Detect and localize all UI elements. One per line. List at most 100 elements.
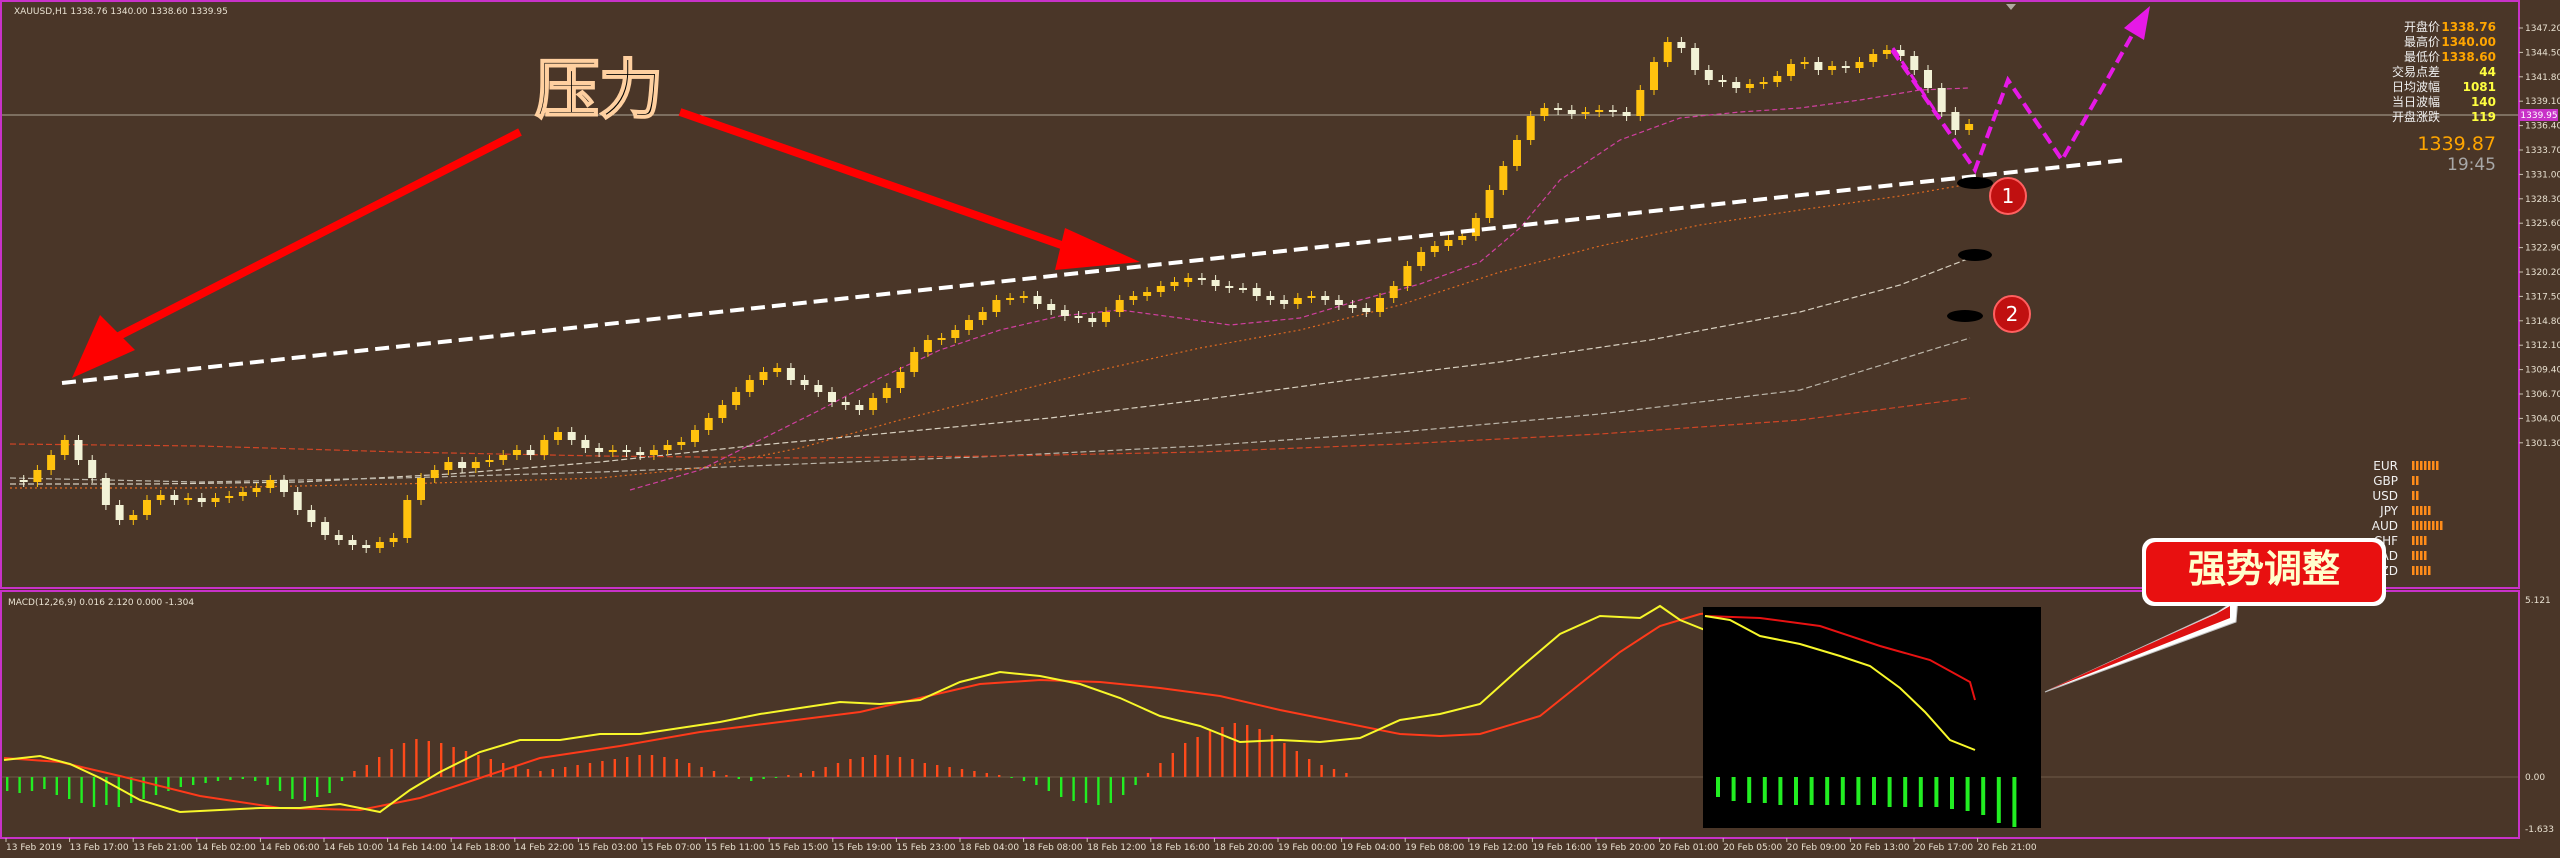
macd-hist-bar bbox=[1345, 773, 1348, 777]
macd-hist-bar bbox=[1903, 777, 1908, 807]
macd-hist-bar bbox=[1047, 777, 1050, 791]
candle-body bbox=[1650, 62, 1658, 90]
macd-hist-bar bbox=[1747, 777, 1752, 803]
price-axis-label: 1314.80 bbox=[2525, 317, 2560, 327]
macd-hist-bar bbox=[402, 743, 406, 777]
candle-body bbox=[1170, 282, 1179, 286]
info-panel-label: 当日波幅 bbox=[2392, 94, 2440, 109]
candle-body bbox=[691, 430, 699, 442]
candle-body bbox=[677, 442, 686, 445]
macd-hist-bar bbox=[464, 751, 468, 777]
macd-hist-bar bbox=[539, 771, 542, 777]
pressure-arrow-right bbox=[678, 108, 1140, 270]
candle-body bbox=[1403, 266, 1412, 286]
time-axis-label: 13 Feb 2019 bbox=[6, 843, 62, 853]
macd-hist-bar bbox=[526, 769, 530, 777]
strength-bar bbox=[2420, 521, 2423, 530]
candle-body bbox=[1334, 300, 1343, 305]
macd-axis-label: 0.00 bbox=[2525, 773, 2545, 783]
candle-body bbox=[704, 418, 713, 430]
time-axis-label: 19 Feb 20:00 bbox=[1596, 843, 1655, 853]
macd-hist-bar bbox=[936, 765, 939, 777]
candle-body bbox=[1841, 66, 1850, 68]
time-axis-label: 15 Feb 15:00 bbox=[769, 843, 828, 853]
ma-endpoint-marker bbox=[1958, 249, 1992, 261]
time-axis-label: 14 Feb 06:00 bbox=[260, 843, 319, 853]
candle-body bbox=[280, 480, 288, 492]
candle-body bbox=[1143, 292, 1152, 296]
candle-body bbox=[1896, 50, 1905, 56]
candle-body bbox=[1732, 82, 1741, 88]
macd-hist-bar bbox=[192, 777, 195, 785]
time-axis-label: 14 Feb 02:00 bbox=[197, 843, 256, 853]
candle-body bbox=[896, 372, 905, 388]
candle-body bbox=[1636, 90, 1645, 116]
projection-arrow-head-icon bbox=[2124, 6, 2150, 40]
time-axis-label: 15 Feb 23:00 bbox=[896, 843, 955, 853]
candle-body bbox=[33, 470, 42, 482]
macd-hist-bar bbox=[1221, 727, 1224, 777]
candle-body bbox=[1677, 42, 1686, 48]
macd-hist-bar bbox=[328, 777, 331, 793]
macd-hist-bar bbox=[626, 757, 629, 777]
candle-body bbox=[1951, 112, 1960, 130]
macd-hist-bar bbox=[1022, 777, 1026, 781]
macd-hist-bar bbox=[861, 757, 864, 777]
strength-bar bbox=[2416, 461, 2419, 470]
macd-hist-bar bbox=[737, 777, 740, 779]
macd-hist-bar bbox=[1934, 777, 1939, 807]
candle-body bbox=[1252, 288, 1261, 296]
macd-hist-bar bbox=[898, 757, 902, 777]
strength-bar bbox=[2420, 461, 2423, 470]
candle-body bbox=[1280, 300, 1289, 304]
strength-bar bbox=[2424, 536, 2427, 545]
main-panel-frame bbox=[0, 0, 2520, 589]
price-axis-label: 1333.70 bbox=[2525, 146, 2560, 156]
candle-body bbox=[1417, 252, 1426, 266]
candle-body bbox=[1239, 288, 1247, 290]
macd-hist-bar bbox=[1856, 777, 1861, 805]
candle-body bbox=[129, 515, 138, 520]
strength-bar bbox=[2424, 461, 2427, 470]
macd-hist-bar bbox=[836, 763, 840, 777]
time-axis-label: 14 Feb 18:00 bbox=[451, 843, 510, 853]
time-axis: 13 Feb 2019 13 Feb 17:00 13 Feb 21:00 14 Fe… bbox=[5, 838, 2037, 853]
macd-hist-bar bbox=[1981, 777, 1986, 815]
macd-hist-bar bbox=[241, 777, 244, 779]
time-axis-label: 20 Feb 05:00 bbox=[1723, 843, 1782, 853]
ma-endpoint-marker bbox=[1947, 310, 1983, 322]
price-axis-label: 1331.00 bbox=[2525, 170, 2560, 180]
moving-average-20 bbox=[10, 183, 1971, 489]
svg-text:2: 2 bbox=[2006, 302, 2019, 326]
candle-body bbox=[1513, 140, 1521, 166]
time-axis-label: 14 Feb 22:00 bbox=[515, 843, 574, 853]
candle-body bbox=[1581, 112, 1590, 114]
macd-hist-bar bbox=[551, 769, 554, 777]
macd-histogram bbox=[6, 723, 1348, 807]
macd-signal-line bbox=[3, 608, 1971, 812]
strength-bar bbox=[2428, 461, 2431, 470]
candle-body bbox=[115, 505, 124, 520]
candle-body bbox=[403, 500, 412, 538]
macd-hist-bar bbox=[1996, 777, 2001, 823]
candle-body bbox=[321, 522, 330, 535]
strength-bar bbox=[2420, 551, 2423, 560]
macd-hist-bar bbox=[43, 777, 46, 789]
macd-histogram-highlight bbox=[1716, 777, 2017, 827]
macd-hist-bar bbox=[650, 755, 654, 777]
candle-body bbox=[800, 380, 809, 385]
macd-hist-bar bbox=[1809, 777, 1814, 805]
candle-body bbox=[1362, 308, 1371, 312]
candle-body bbox=[1293, 298, 1302, 304]
time-axis-label: 14 Feb 10:00 bbox=[324, 843, 383, 853]
time-axis-label: 15 Feb 03:00 bbox=[578, 843, 637, 853]
info-panel-value: 1340.00 bbox=[2441, 35, 2496, 49]
macd-hist-bar bbox=[849, 759, 852, 777]
time-axis-label: 18 Feb 08:00 bbox=[1024, 843, 1083, 853]
candle-body bbox=[636, 452, 645, 455]
candle-body bbox=[60, 440, 69, 455]
candle-body bbox=[485, 460, 494, 462]
macd-hist-bar bbox=[1159, 763, 1162, 777]
price-axis-label: 1301.30 bbox=[2525, 439, 2560, 449]
